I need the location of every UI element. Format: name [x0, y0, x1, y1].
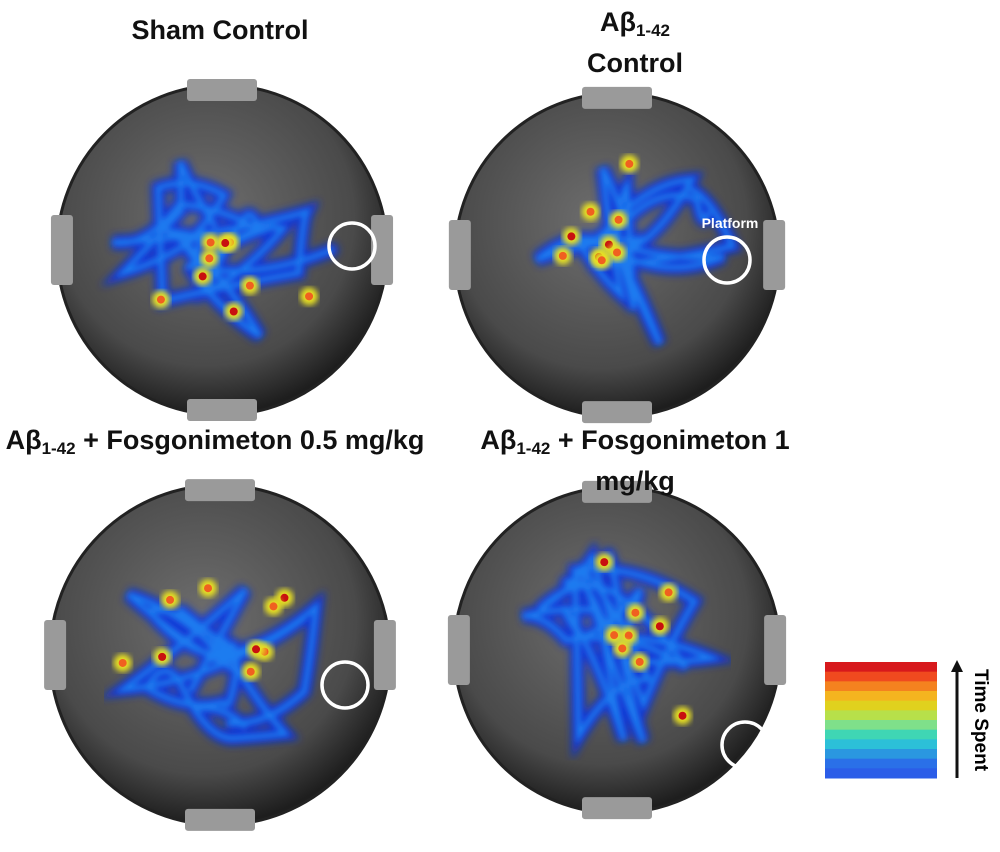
legend: Time Spent [825, 660, 991, 779]
hotspot-core [252, 645, 260, 653]
hotspot-core [157, 296, 165, 304]
hotspot-core [199, 272, 207, 280]
hotspot-core [269, 602, 277, 610]
hotspot-core [280, 594, 288, 602]
hotspot-core [636, 658, 644, 666]
color-stripe [825, 691, 937, 701]
pool-tab [449, 220, 471, 290]
hotspot-core [119, 659, 127, 667]
color-stripe [825, 681, 937, 691]
pool-tab [764, 615, 786, 685]
panel-title: Aβ1-42 Control [500, 6, 770, 79]
color-stripe [825, 672, 937, 682]
hotspot-core [600, 558, 608, 566]
pool-tab [187, 79, 257, 101]
title-sub: 1-42 [636, 21, 670, 40]
hotspot-core [166, 596, 174, 604]
color-stripe [825, 662, 937, 672]
hotspot-core [230, 307, 238, 315]
hotspot-core [207, 238, 215, 246]
pool-tab [374, 620, 396, 690]
title-main: Aβ [6, 425, 42, 455]
title-main: Sham Control [131, 15, 308, 45]
pool-panel [44, 479, 396, 831]
hotspot-core [631, 609, 639, 617]
pool-tab [448, 615, 470, 685]
color-stripe [825, 768, 937, 778]
title-main: Aβ [600, 7, 636, 37]
hotspot-core [158, 653, 166, 661]
pool-tab [763, 220, 785, 290]
hotspot-core [665, 588, 673, 596]
title-after: + Fosgonimeton 1 mg/kg [550, 425, 789, 496]
pool-panel: Platform [449, 87, 785, 423]
hotspot-core [679, 712, 687, 720]
panel-title: Sham Control [100, 14, 340, 46]
hotspot-core [618, 644, 626, 652]
title-main: Aβ [480, 425, 516, 455]
color-stripe [825, 749, 937, 759]
pool-panel [51, 79, 393, 421]
pool-panel [448, 481, 786, 819]
hotspot-core [305, 292, 313, 300]
hotspot-core [598, 256, 606, 264]
hotspot-core [610, 631, 618, 639]
title-after: Control [587, 48, 683, 78]
pool-tab [582, 87, 652, 109]
hotspot-core [221, 239, 229, 247]
title-sub: 1-42 [516, 439, 550, 458]
platform-label: Platform [702, 215, 759, 231]
pool-tab [44, 620, 66, 690]
color-stripe [825, 759, 937, 769]
hotspot-core [625, 160, 633, 168]
panel-title: Aβ1-42 + Fosgonimeton 1 mg/kg [450, 424, 820, 497]
color-stripe [825, 739, 937, 749]
hotspot-core [247, 668, 255, 676]
title-after: + Fosgonimeton 0.5 mg/kg [76, 425, 425, 455]
arrow-head [951, 660, 963, 672]
pool-tab [51, 215, 73, 285]
hotspot-core [204, 584, 212, 592]
panel-title: Aβ1-42 + Fosgonimeton 0.5 mg/kg [0, 424, 430, 465]
color-stripe [825, 701, 937, 711]
pool-tab [185, 479, 255, 501]
hotspot-core [613, 248, 621, 256]
color-stripe [825, 710, 937, 720]
pool-tab [582, 797, 652, 819]
hotspot-core [615, 216, 623, 224]
figure: Platform Time Spent Sham Control Aβ1-42C… [0, 0, 1000, 852]
hotspot-core [567, 232, 575, 240]
hotspot-core [246, 282, 254, 290]
title-sub: 1-42 [42, 439, 76, 458]
color-stripe [825, 730, 937, 740]
hotspot-core [656, 622, 664, 630]
pool-tab [187, 399, 257, 421]
pool-tab [582, 401, 652, 423]
hotspot-core [625, 632, 633, 640]
color-stripe [825, 720, 937, 730]
pool-tab [185, 809, 255, 831]
legend-label: Time Spent [970, 669, 991, 772]
hotspot-core [587, 208, 595, 216]
hotspot-core [559, 252, 567, 260]
hotspot-core [205, 254, 213, 262]
